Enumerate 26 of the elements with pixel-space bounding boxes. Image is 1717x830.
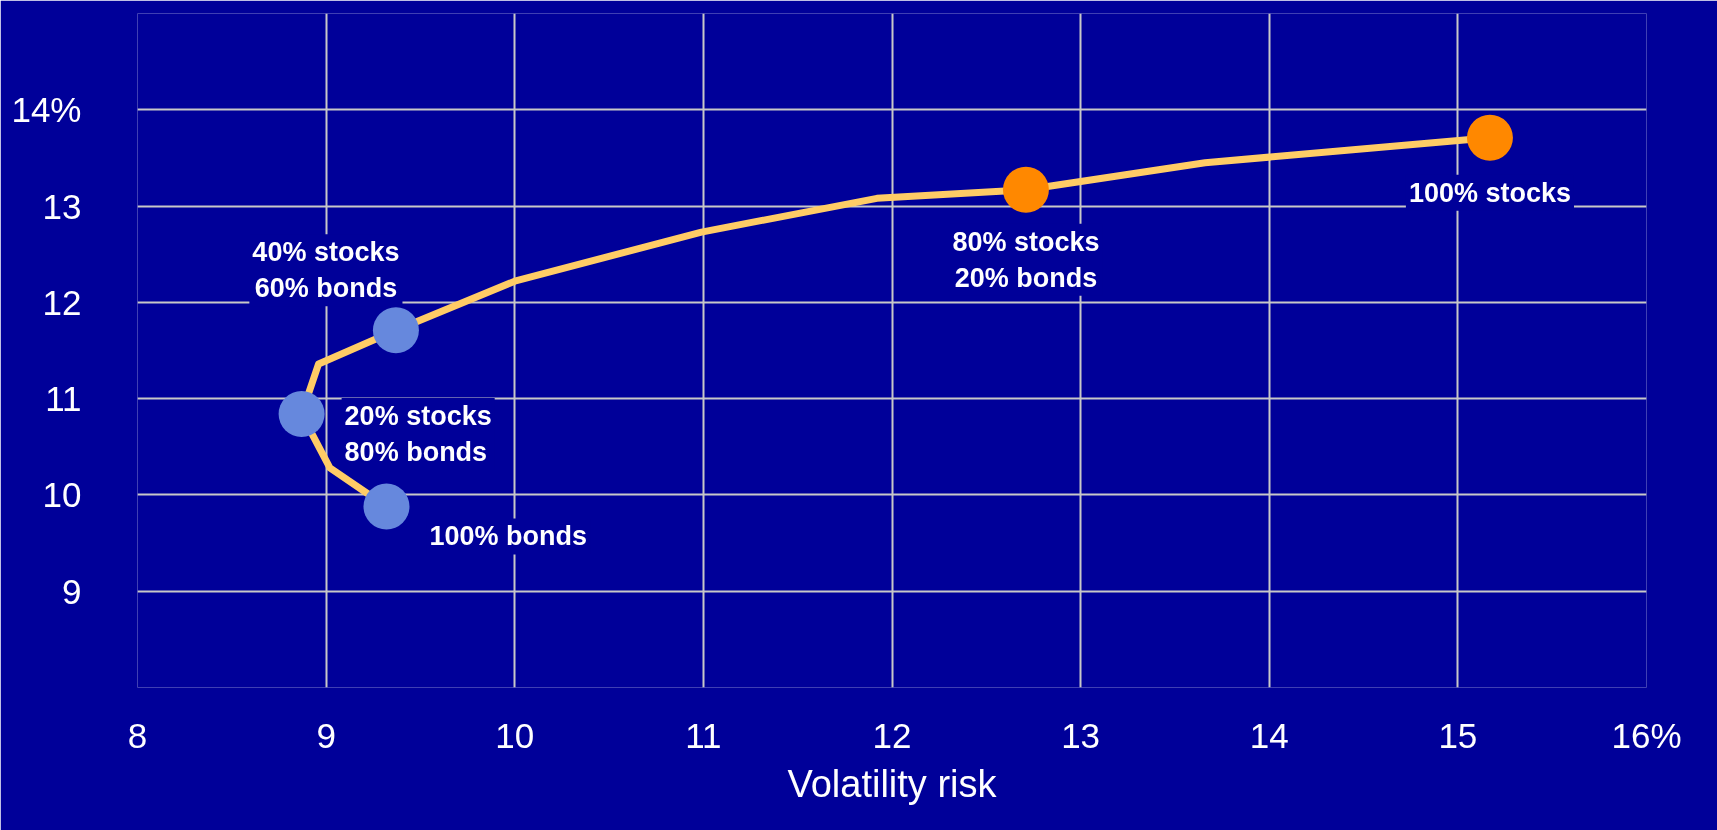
x-tick-label: 11 bbox=[685, 715, 722, 755]
x-tick-label: 15 bbox=[1438, 715, 1478, 755]
y-tick-label: 14% bbox=[11, 90, 82, 130]
point bbox=[372, 307, 419, 354]
y-tick-label: 11 bbox=[45, 379, 82, 419]
annotation: 20% stocks 80% bonds bbox=[344, 401, 492, 468]
x-tick-label: 8 bbox=[127, 715, 148, 755]
y-tick-label: 10 bbox=[42, 475, 82, 515]
point bbox=[1002, 166, 1049, 213]
x-tick-label: 14 bbox=[1249, 715, 1289, 755]
annotation: 80% stocks 20% bonds bbox=[952, 226, 1100, 293]
x-tick-label: 16% bbox=[1611, 715, 1682, 755]
y-tick-label: 13 bbox=[42, 186, 82, 226]
point bbox=[278, 391, 325, 437]
x-tick-label: 12 bbox=[872, 715, 912, 755]
y-tick-label: 12 bbox=[42, 282, 82, 322]
annotation: 100% stocks bbox=[1408, 177, 1571, 208]
x-axis-title: Volatility risk bbox=[787, 762, 998, 805]
x-tick-label: 9 bbox=[316, 715, 336, 755]
x-tick-label: 10 bbox=[495, 715, 535, 755]
y-tick-label: 9 bbox=[62, 571, 82, 611]
x-tick-label: 13 bbox=[1061, 715, 1101, 755]
annotation: 100% bonds bbox=[429, 521, 588, 552]
point bbox=[1466, 114, 1513, 161]
point bbox=[363, 483, 410, 530]
annotation: 40% stocks 60% bonds bbox=[252, 237, 400, 304]
